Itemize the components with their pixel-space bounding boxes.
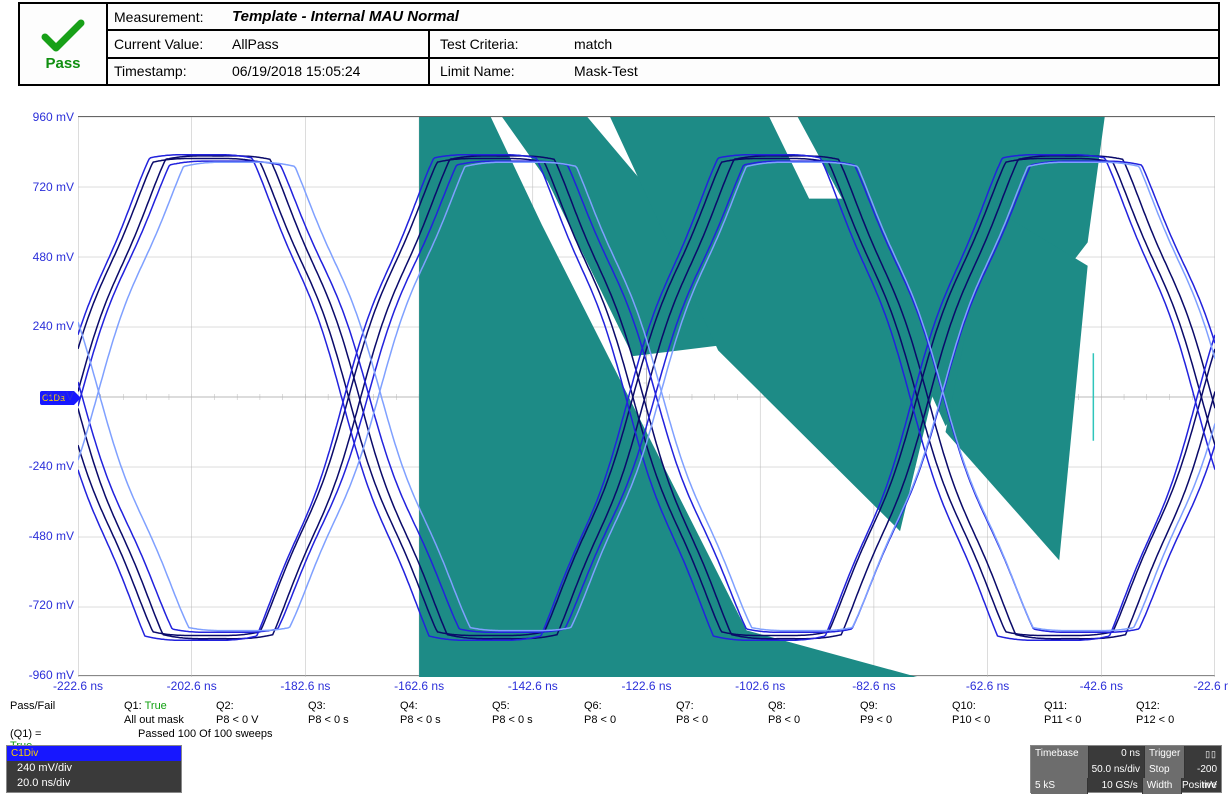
x-tick: -182.6 ns (280, 679, 330, 693)
passfail-label: Pass/Fail (10, 700, 124, 712)
q1-value: True (145, 700, 167, 712)
p-cell: P8 < 0 (768, 714, 860, 726)
q4: Q4: (400, 700, 492, 712)
q1: Q1: True (124, 700, 216, 712)
tb-r2c2: 50.0 ns/div (1089, 762, 1145, 778)
q6: Q6: (584, 700, 676, 712)
q11: Q11: (1044, 700, 1136, 712)
q1-label: Q1: (124, 700, 142, 712)
y-tick: -720 mV (26, 598, 74, 612)
x-tick: -122.6 ns (621, 679, 671, 693)
p-cell: P8 < 0 s (400, 714, 492, 726)
channel-badge-title: C1Div (7, 746, 181, 761)
y-tick: 480 mV (26, 250, 74, 264)
current-value-label: Current Value: (108, 36, 228, 52)
q2: Q2: (216, 700, 308, 712)
q8: Q8: (768, 700, 860, 712)
pass-text: Pass (45, 55, 80, 72)
measurement-value: Template - Internal MAU Normal (228, 8, 1218, 25)
y-tick: 240 mV (26, 319, 74, 333)
channel-badge[interactable]: C1Div 240 mV/div 20.0 ns/div (6, 745, 182, 793)
x-tick: -142.6 ns (508, 679, 558, 693)
row2-left-spacer (10, 714, 124, 726)
limit-name-value: Mask-Test (570, 63, 638, 79)
header-row-measurement: Measurement: Template - Internal MAU Nor… (108, 4, 1218, 29)
x-tick: -222.6 ns (53, 679, 103, 693)
x-tick: -162.6 ns (394, 679, 444, 693)
test-criteria-value: match (570, 36, 612, 52)
header-testcrit: Test Criteria: match (428, 31, 1218, 56)
tb-r3c1: 5 kS (1031, 778, 1088, 794)
q3: Q3: (308, 700, 400, 712)
timestamp-label: Timestamp: (108, 63, 228, 79)
header-rows: Measurement: Template - Internal MAU Nor… (108, 4, 1218, 84)
header-row-timestamp: Timestamp: 06/19/2018 15:05:24 Limit Nam… (108, 57, 1218, 84)
p-cell: P8 < 0 (676, 714, 768, 726)
q9: Q9: (860, 700, 952, 712)
header-limit: Limit Name: Mask-Test (428, 59, 1218, 84)
q7: Q7: (676, 700, 768, 712)
pass-indicator: Pass (20, 4, 108, 84)
x-tick: -62.6 ns (966, 679, 1009, 693)
p-cell: P12 < 0 (1136, 714, 1228, 726)
tb-r1c4: ▯▯ (1185, 746, 1221, 762)
tb-r2c1 (1031, 762, 1089, 778)
x-tick: -102.6 ns (735, 679, 785, 693)
x-tick: -22.6 ns (1193, 679, 1228, 693)
q10: Q10: (952, 700, 1044, 712)
channel-badge-line1: 240 mV/div (7, 761, 181, 776)
p-cell: P8 < 0 (584, 714, 676, 726)
tb-r1c3: Trigger (1145, 746, 1185, 762)
timestamp-value: 06/19/2018 15:05:24 (228, 63, 428, 79)
test-criteria-label: Test Criteria: (430, 36, 570, 52)
q5: Q5: (492, 700, 584, 712)
chart-svg (78, 117, 1215, 677)
tb-r3c4: Positive (1182, 778, 1221, 794)
y-tick: 0 mV (26, 389, 74, 403)
tb-r3c3: Width (1143, 778, 1182, 794)
oscilloscope-chart[interactable]: C1Da 960 mV 720 mV 480 mV 240 mV 0 mV -2… (78, 116, 1215, 676)
measurement-label: Measurement: (108, 9, 228, 25)
header-row-current: Current Value: AllPass Test Criteria: ma… (108, 29, 1218, 56)
tb-r2c4: -200 mV (1185, 762, 1221, 778)
y-tick: -480 mV (26, 529, 74, 543)
p-cell: P8 < 0 s (492, 714, 584, 726)
p-cell: P8 < 0 V (216, 714, 308, 726)
q-row-1: Pass/Fail Q1: True Q2: Q3: Q4: Q5: Q6: Q… (0, 700, 1228, 712)
timebase-trigger-badge[interactable]: Timebase 0 ns Trigger ▯▯ 50.0 ns/div Sto… (1030, 745, 1222, 793)
limit-name-label: Limit Name: (430, 63, 570, 79)
p-cell: P9 < 0 (860, 714, 952, 726)
check-icon (41, 17, 85, 53)
x-tick: -42.6 ns (1080, 679, 1123, 693)
tb-r1c2: 0 ns (1089, 746, 1145, 762)
current-value: AllPass (228, 36, 428, 52)
y-tick: 960 mV (26, 110, 74, 124)
y-tick: 720 mV (26, 180, 74, 194)
q12: Q12: (1136, 700, 1228, 712)
tb-r3c2: 10 GS/s (1088, 778, 1143, 794)
x-tick: -202.6 ns (167, 679, 217, 693)
p-cell: P8 < 0 s (308, 714, 400, 726)
tb-r2c3: Stop (1145, 762, 1185, 778)
x-tick: -82.6 ns (852, 679, 895, 693)
row2-left: All out mask (124, 714, 216, 726)
channel-badge-line2: 20.0 ns/div (7, 776, 181, 791)
y-tick: -240 mV (26, 459, 74, 473)
p-cell: P10 < 0 (952, 714, 1044, 726)
q-row-2: All out mask P8 < 0 V P8 < 0 s P8 < 0 s … (0, 712, 1228, 728)
p-cell: P11 < 0 (1044, 714, 1136, 726)
tb-r1c1: Timebase (1031, 746, 1089, 762)
measurement-header: Pass Measurement: Template - Internal MA… (18, 2, 1220, 86)
